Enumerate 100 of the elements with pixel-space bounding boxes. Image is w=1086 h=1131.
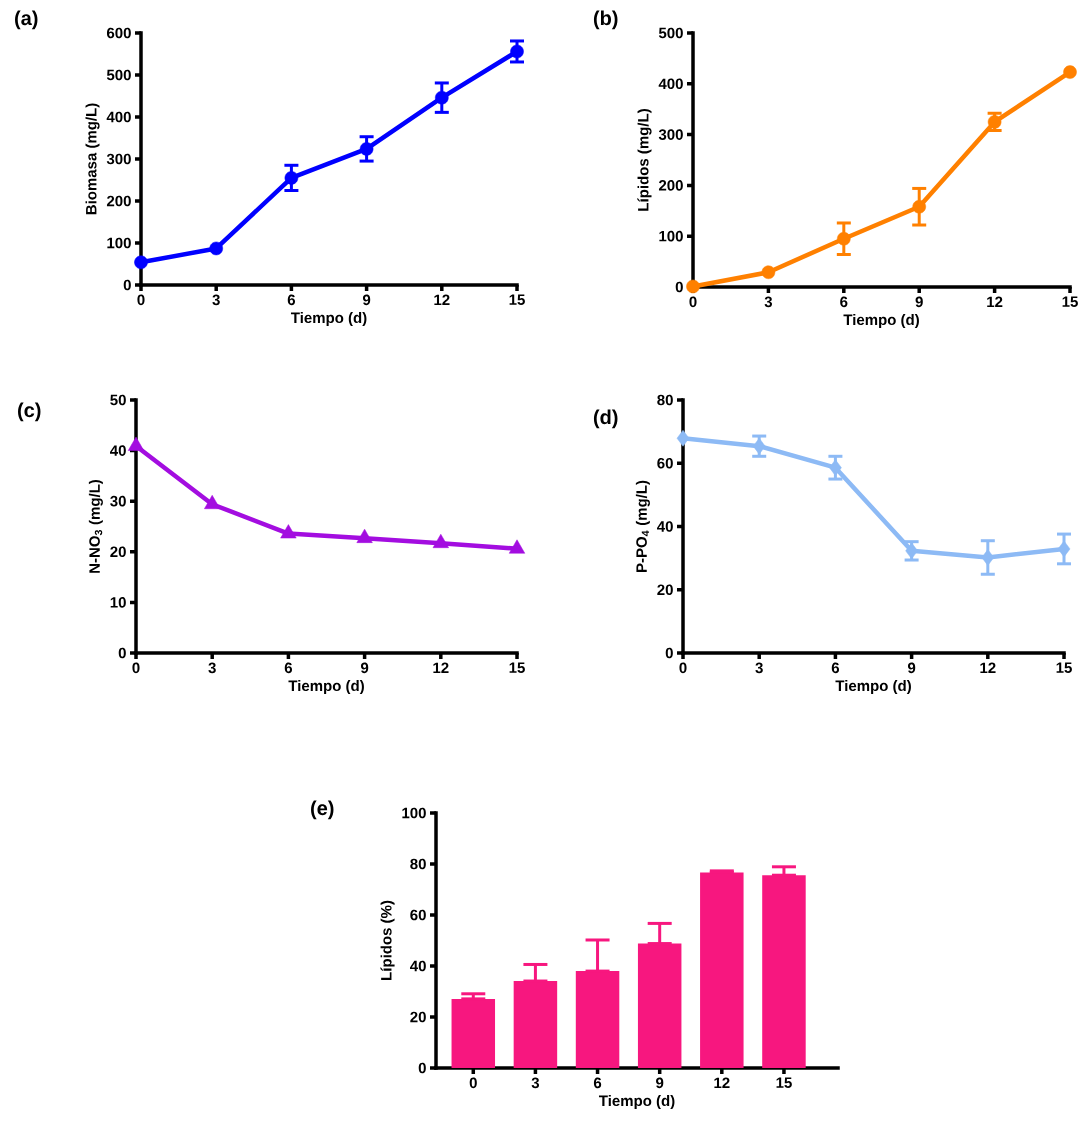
bar [575,971,620,1068]
point [356,528,373,543]
point [829,459,842,476]
point [510,44,524,59]
y-tick-label: 400 [658,78,683,90]
point [676,430,690,447]
x-tick-label: 6 [284,662,293,674]
y-axis-title: N-NO$_{3}$ (mg/L) [88,479,103,573]
y-tick-label: 10 [110,597,126,608]
y-tick-label: 60 [657,457,673,469]
y-tick-label: 30 [110,495,126,507]
y-axis-title: Lípidos (%) [380,900,395,980]
x-axis-title: Tiempo (d) [598,1095,675,1110]
x-tick-label: 9 [362,294,371,306]
x-axis-title: Tiempo (d) [290,312,367,326]
chart-title: (b) [593,10,618,30]
x-tick-label: 0 [689,296,697,308]
y-axis-title: P-PO$_{4}$ (mg/L) [635,480,650,572]
point [1057,540,1071,558]
chart-title: (c) [18,402,41,422]
x-tick-label: 9 [656,1077,664,1089]
point [134,255,148,270]
point [432,533,449,548]
x-tick-label: 12 [714,1077,730,1088]
bar [513,981,558,1068]
y-tick-label: 200 [658,180,683,191]
point [209,241,223,256]
point [280,524,297,539]
x-tick-label: 3 [764,296,773,308]
x-tick-label: 3 [208,662,216,674]
x-tick-label: 15 [1062,296,1078,307]
bar [762,875,806,1068]
x-tick-label: 6 [593,1077,602,1089]
x-tick-label: 12 [987,296,1003,307]
x-axis-title: Tiempo (d) [835,680,911,695]
chart-title: (a) [15,10,38,30]
x-tick-label: 12 [980,662,996,673]
y-tick-label: 0 [675,281,683,293]
y-tick-label: 500 [658,27,683,39]
point [981,549,995,566]
y-tick-label: 300 [658,129,683,140]
point [912,199,926,214]
y-tick-label: 300 [106,153,131,165]
chart-title: (e) [311,800,334,820]
x-axis-title: Tiempo (d) [843,314,919,328]
x-tick-label: 15 [509,662,525,673]
y-tick-label: 20 [110,546,126,558]
point [284,171,299,185]
y-tick-label: 80 [657,394,673,406]
point [837,231,851,246]
x-tick-label: 15 [509,294,525,305]
x-tick-label: 12 [433,662,449,673]
y-axis-title: Lípidos (mg/L) [637,109,652,211]
y-tick-label: 20 [410,1011,426,1023]
x-tick-label: 3 [755,662,763,674]
x-tick-label: 3 [531,1077,540,1089]
y-tick-label: 50 [110,394,126,406]
y-tick-label: 0 [418,1062,426,1074]
bar [637,943,682,1068]
y-tick-label: 80 [410,858,426,870]
x-tick-label: 6 [831,662,840,674]
y-tick-label: 600 [106,27,131,39]
point [987,115,1002,129]
x-axis-title: Tiempo (d) [288,680,364,695]
x-tick-label: 9 [907,662,916,674]
y-tick-label: 40 [110,445,126,456]
y-tick-label: 0 [118,647,126,659]
point [1063,65,1077,79]
y-tick-label: 100 [402,807,426,819]
point [127,436,145,451]
point [435,90,449,105]
x-tick-label: 0 [132,662,140,674]
y-tick-label: 40 [657,521,673,532]
y-tick-label: 100 [659,230,683,242]
y-tick-label: 400 [106,111,131,123]
point [204,494,221,509]
y-tick-label: 500 [106,69,131,81]
point [686,279,700,294]
x-tick-label: 6 [840,296,848,308]
x-tick-label: 15 [1056,662,1072,673]
y-tick-label: 0 [665,647,673,659]
x-tick-label: 15 [776,1077,792,1088]
point [508,539,526,554]
y-tick-label: 60 [410,909,426,921]
chart-title: (d) [593,409,618,429]
x-tick-label: 9 [360,662,369,674]
x-tick-label: 0 [469,1077,477,1089]
y-tick-label: 40 [410,960,426,972]
y-tick-label: 0 [123,279,131,291]
y-axis-title: Biomasa (mg/L) [85,103,100,215]
x-tick-label: 6 [287,294,296,306]
point [359,142,374,156]
x-tick-label: 3 [212,294,220,306]
bar [451,998,496,1068]
x-tick-label: 12 [434,294,450,305]
x-tick-label: 0 [137,294,145,306]
y-tick-label: 100 [107,237,131,249]
bar [700,872,744,1068]
x-tick-label: 9 [915,296,923,308]
point [761,265,776,279]
